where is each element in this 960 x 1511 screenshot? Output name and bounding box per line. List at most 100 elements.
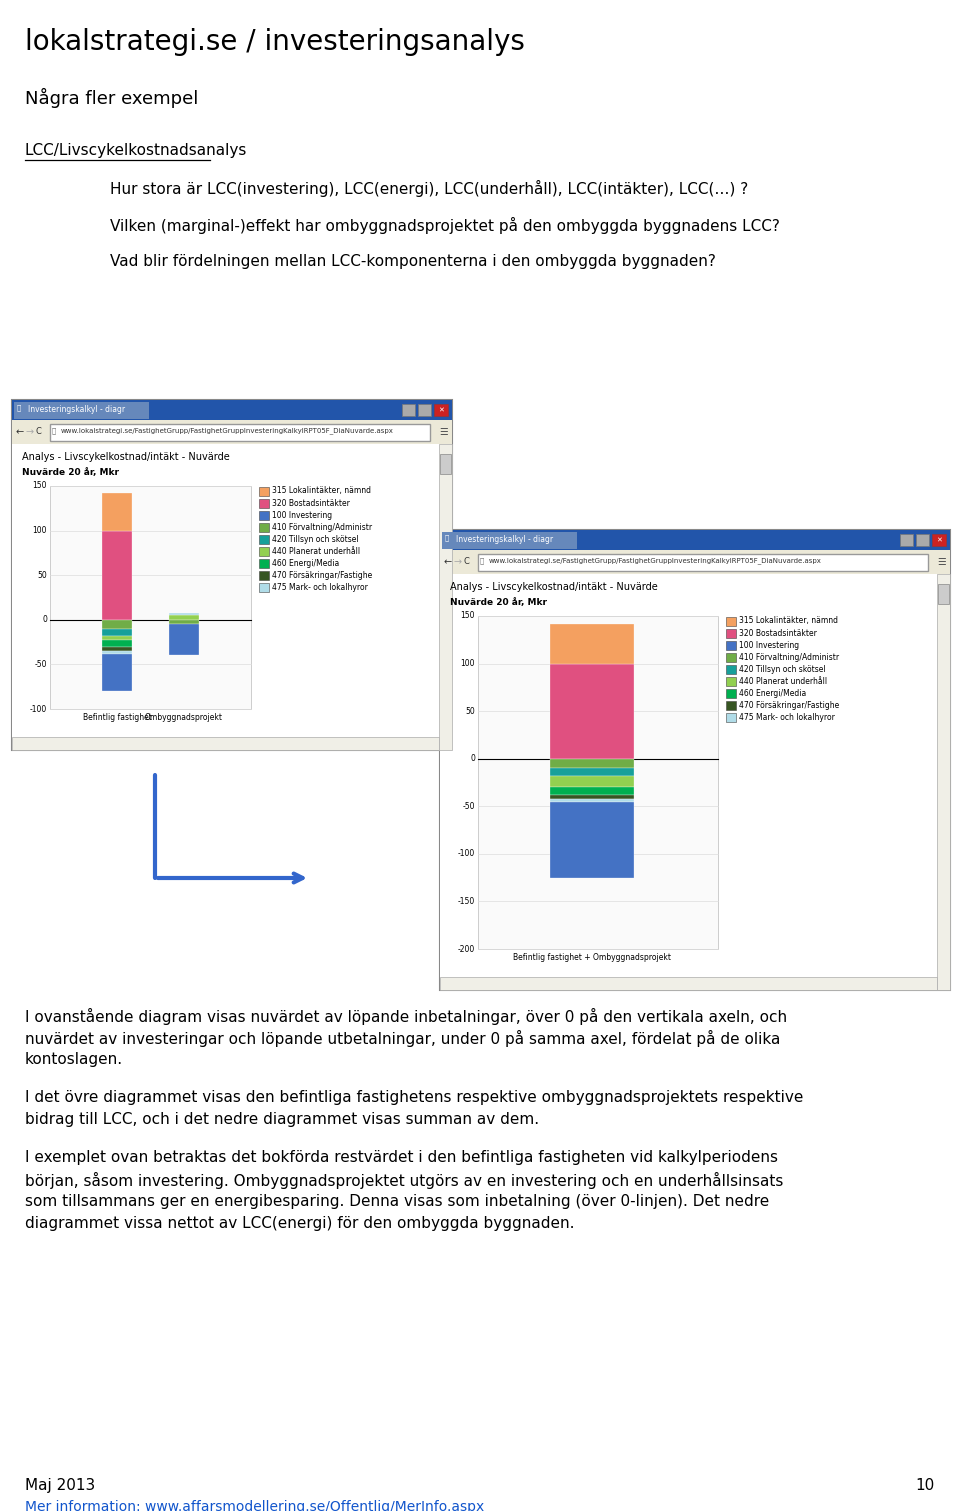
Text: →: →	[454, 558, 462, 567]
Text: →: →	[26, 428, 35, 437]
Bar	[259, 583, 269, 592]
Bar	[442, 532, 577, 548]
Text: ←: ←	[16, 428, 24, 437]
Bar	[727, 629, 736, 638]
Bar	[440, 530, 950, 990]
Text: 100 Investering: 100 Investering	[272, 511, 332, 520]
Text: Vilken (marginal-)effekt har ombyggnadsprojektet på den ombyggda byggnadens LCC?: Vilken (marginal-)effekt har ombyggnadsp…	[110, 218, 780, 234]
Bar	[418, 403, 431, 416]
Bar	[50, 487, 252, 709]
Text: 100: 100	[461, 659, 475, 668]
Bar	[727, 713, 736, 722]
Text: www.lokalstrategi.se/FastighetGrupp/FastighetGruppInvesteringKalkyIRPT05F_DiaNuv: www.lokalstrategi.se/FastighetGrupp/Fast…	[61, 428, 394, 434]
Text: 🌐: 🌐	[52, 428, 57, 434]
Bar	[440, 453, 451, 474]
Bar	[259, 511, 269, 520]
Text: nuvärdet av investeringar och löpande utbetalningar, under 0 på samma axel, förd: nuvärdet av investeringar och löpande ut…	[25, 1031, 780, 1047]
Text: -100: -100	[458, 849, 475, 858]
Text: Befintlig fastighet + Ombyggnadsprojekt: Befintlig fastighet + Ombyggnadsprojekt	[514, 953, 671, 963]
Bar	[727, 677, 736, 686]
Text: -100: -100	[30, 704, 47, 713]
Bar	[550, 759, 635, 768]
Bar	[550, 768, 635, 775]
Bar	[102, 647, 132, 651]
Text: 410 Förvaltning/Administr: 410 Förvaltning/Administr	[739, 653, 839, 662]
Bar	[439, 444, 452, 749]
Bar	[12, 400, 452, 749]
Bar	[169, 615, 199, 620]
Bar	[727, 641, 736, 650]
Text: kontoslagen.: kontoslagen.	[25, 1052, 123, 1067]
Text: ✕: ✕	[438, 406, 444, 413]
Bar	[727, 701, 736, 710]
Text: 410 Förvaltning/Administr: 410 Förvaltning/Administr	[272, 523, 372, 532]
Text: lokalstrategi.se / investeringsanalys: lokalstrategi.se / investeringsanalys	[25, 29, 525, 56]
Bar	[550, 799, 635, 801]
Text: 315 Lokalintäkter, nämnd: 315 Lokalintäkter, nämnd	[739, 616, 838, 626]
Bar	[932, 533, 946, 545]
Text: Ombyggnadsprojekt: Ombyggnadsprojekt	[145, 713, 223, 722]
Text: -50: -50	[35, 660, 47, 669]
Bar	[259, 499, 269, 508]
Bar	[434, 403, 448, 416]
Text: 100 Investering: 100 Investering	[739, 641, 800, 650]
Text: Hur stora är LCC(investering), LCC(energi), LCC(underhåll), LCC(intäkter), LCC(…: Hur stora är LCC(investering), LCC(energ…	[110, 180, 748, 196]
Bar	[259, 535, 269, 544]
Text: Mer information: www.affarsmodellering.se/Offentlig/MerInfo.aspx: Mer information: www.affarsmodellering.s…	[25, 1500, 484, 1511]
Text: 10: 10	[916, 1478, 935, 1493]
Text: som tillsammans ger en energibesparing. Denna visas som inbetalning (över 0-linj: som tillsammans ger en energibesparing. …	[25, 1194, 769, 1209]
Bar	[440, 550, 950, 574]
Bar	[727, 653, 736, 662]
Text: 460 Energi/Media: 460 Energi/Media	[272, 559, 340, 568]
Text: I det övre diagrammet visas den befintliga fastighetens respektive ombyggnadspro: I det övre diagrammet visas den befintli…	[25, 1089, 804, 1105]
Text: ☰: ☰	[440, 428, 448, 437]
Text: bidrag till LCC, och i det nedre diagrammet visas summan av dem.: bidrag till LCC, och i det nedre diagram…	[25, 1112, 540, 1127]
Bar	[550, 775, 635, 787]
Text: 50: 50	[466, 707, 475, 716]
Bar	[102, 651, 132, 654]
Bar	[259, 559, 269, 568]
Bar	[550, 795, 635, 799]
Bar	[259, 571, 269, 580]
Text: 460 Energi/Media: 460 Energi/Media	[739, 689, 806, 698]
Bar	[478, 555, 928, 571]
Text: I ovanstående diagram visas nuvärdet av löpande inbetalningar, över 0 på den ver: I ovanstående diagram visas nuvärdet av …	[25, 1008, 787, 1024]
Text: Vad blir fördelningen mellan LCC-komponenterna i den ombyggda byggnaden?: Vad blir fördelningen mellan LCC-kompone…	[110, 254, 716, 269]
Bar	[440, 574, 950, 990]
Bar	[937, 574, 950, 990]
Text: 470 Försäkringar/Fastighe: 470 Försäkringar/Fastighe	[272, 571, 372, 580]
Bar	[727, 616, 736, 626]
Bar	[550, 624, 635, 663]
Bar	[402, 403, 415, 416]
Text: början, såsom investering. Ombyggnadsprojektet utgörs av en investering och en u: början, såsom investering. Ombyggnadspro…	[25, 1173, 783, 1189]
Bar	[550, 663, 635, 759]
Text: LCC/Livscykelkostnadsanalys: LCC/Livscykelkostnadsanalys	[25, 144, 248, 159]
Text: 0: 0	[470, 754, 475, 763]
Bar	[102, 620, 132, 629]
Bar	[102, 636, 132, 641]
Bar	[102, 493, 132, 530]
Bar	[900, 533, 913, 545]
Text: Investeringskalkyl - diagr: Investeringskalkyl - diagr	[28, 405, 125, 414]
Bar	[550, 787, 635, 795]
Text: 440 Planerat underhåll: 440 Planerat underhåll	[739, 677, 828, 686]
Text: Några fler exempel: Några fler exempel	[25, 88, 199, 109]
Text: diagrammet vissa nettot av LCC(energi) för den ombyggda byggnaden.: diagrammet vissa nettot av LCC(energi) f…	[25, 1216, 574, 1231]
Bar	[12, 444, 452, 749]
Text: 150: 150	[461, 612, 475, 621]
Bar	[169, 620, 199, 624]
Text: Investeringskalkyl - diagr: Investeringskalkyl - diagr	[456, 535, 553, 544]
Text: 320 Bostadsintäkter: 320 Bostadsintäkter	[739, 629, 817, 638]
Text: Analys - Livscykelkostnad/intäkt - Nuvärde: Analys - Livscykelkostnad/intäkt - Nuvär…	[450, 582, 658, 592]
Text: Maj 2013: Maj 2013	[25, 1478, 95, 1493]
Text: 420 Tillsyn och skötsel: 420 Tillsyn och skötsel	[272, 535, 359, 544]
Bar	[102, 654, 132, 691]
Bar	[169, 612, 199, 615]
Text: ←: ←	[444, 558, 452, 567]
Bar	[102, 629, 132, 636]
Bar	[938, 583, 949, 604]
Text: -200: -200	[458, 944, 475, 953]
Bar	[12, 420, 452, 444]
Text: 315 Lokalintäkter, nämnd: 315 Lokalintäkter, nämnd	[272, 487, 372, 496]
Text: 📄: 📄	[17, 405, 21, 411]
